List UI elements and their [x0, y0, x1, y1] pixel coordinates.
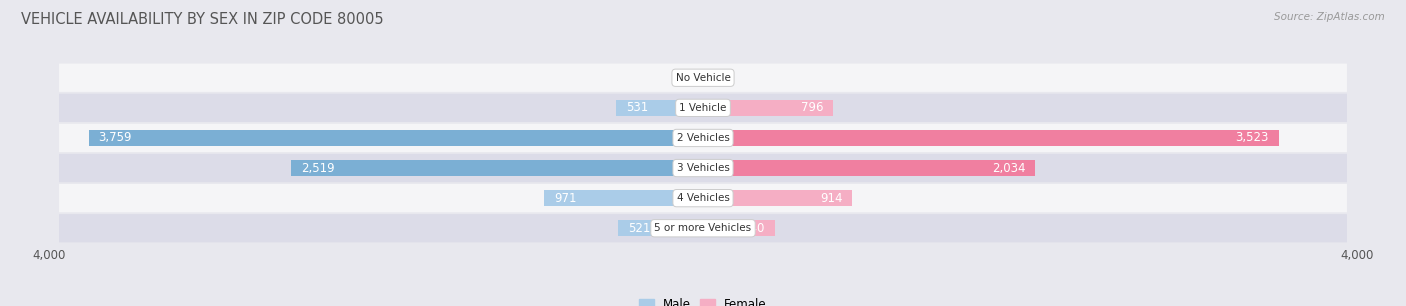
- Text: 3,759: 3,759: [98, 132, 132, 144]
- Legend: Male, Female: Male, Female: [634, 293, 772, 306]
- Bar: [291, 160, 703, 176]
- Text: Source: ZipAtlas.com: Source: ZipAtlas.com: [1274, 12, 1385, 22]
- FancyBboxPatch shape: [59, 94, 1347, 122]
- Bar: [703, 100, 834, 116]
- Text: 2,519: 2,519: [301, 162, 335, 174]
- Bar: [544, 190, 703, 206]
- Text: 440: 440: [742, 222, 765, 235]
- Bar: [703, 190, 852, 206]
- Bar: [703, 160, 1035, 176]
- Text: 2 Vehicles: 2 Vehicles: [676, 133, 730, 143]
- Bar: [616, 100, 703, 116]
- Text: 3 Vehicles: 3 Vehicles: [676, 163, 730, 173]
- Text: 2,034: 2,034: [993, 162, 1025, 174]
- Text: 30: 30: [713, 71, 727, 84]
- Text: 4 Vehicles: 4 Vehicles: [676, 193, 730, 203]
- FancyBboxPatch shape: [59, 124, 1347, 152]
- Text: 971: 971: [554, 192, 576, 205]
- Text: VEHICLE AVAILABILITY BY SEX IN ZIP CODE 80005: VEHICLE AVAILABILITY BY SEX IN ZIP CODE …: [21, 12, 384, 27]
- Text: No Vehicle: No Vehicle: [675, 73, 731, 83]
- Text: 29: 29: [678, 71, 693, 84]
- Bar: [617, 220, 703, 236]
- FancyBboxPatch shape: [59, 184, 1347, 212]
- Text: 3,523: 3,523: [1236, 132, 1270, 144]
- Bar: [703, 130, 1279, 146]
- Text: 796: 796: [801, 101, 824, 114]
- Text: 914: 914: [820, 192, 842, 205]
- Text: 1 Vehicle: 1 Vehicle: [679, 103, 727, 113]
- Bar: [89, 130, 703, 146]
- Bar: [699, 70, 703, 86]
- Text: 5 or more Vehicles: 5 or more Vehicles: [654, 223, 752, 233]
- Bar: [703, 70, 707, 86]
- FancyBboxPatch shape: [59, 154, 1347, 182]
- Bar: [703, 220, 775, 236]
- FancyBboxPatch shape: [59, 214, 1347, 242]
- Text: 521: 521: [627, 222, 650, 235]
- Text: 531: 531: [626, 101, 648, 114]
- FancyBboxPatch shape: [59, 64, 1347, 92]
